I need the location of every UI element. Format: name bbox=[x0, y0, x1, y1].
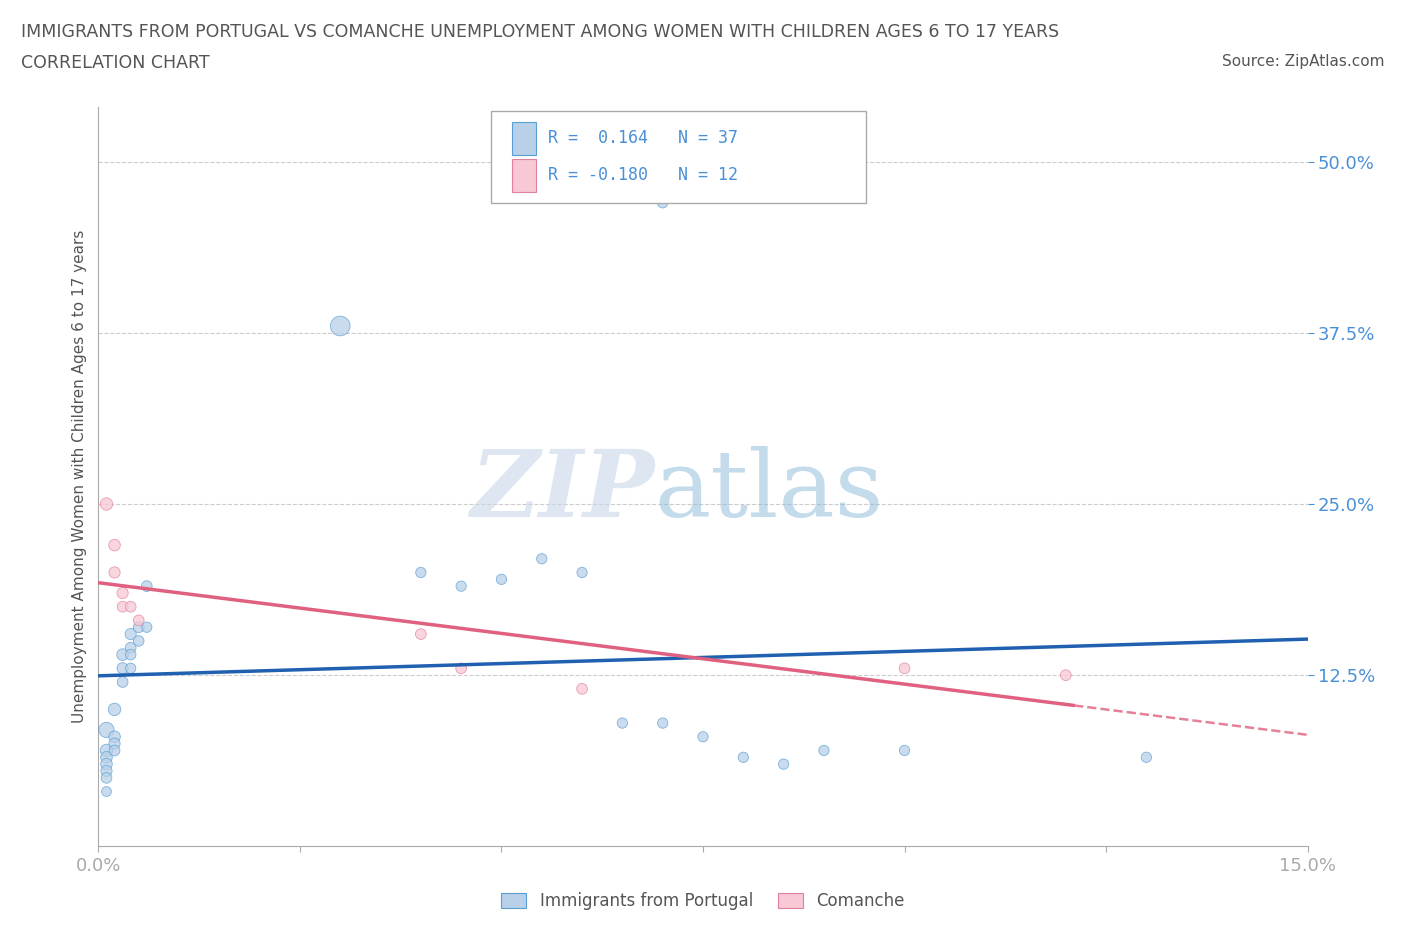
Text: R = -0.180   N = 12: R = -0.180 N = 12 bbox=[548, 166, 738, 184]
Text: IMMIGRANTS FROM PORTUGAL VS COMANCHE UNEMPLOYMENT AMONG WOMEN WITH CHILDREN AGES: IMMIGRANTS FROM PORTUGAL VS COMANCHE UNE… bbox=[21, 23, 1059, 41]
Point bbox=[120, 599, 142, 614]
Point bbox=[651, 195, 673, 210]
Point bbox=[128, 613, 150, 628]
Point bbox=[96, 764, 118, 778]
Text: atlas: atlas bbox=[655, 446, 884, 537]
Point bbox=[651, 716, 673, 731]
Point bbox=[893, 743, 915, 758]
Point bbox=[128, 633, 150, 648]
Point bbox=[103, 565, 125, 580]
Point bbox=[111, 674, 134, 689]
Legend: Immigrants from Portugal, Comanche: Immigrants from Portugal, Comanche bbox=[495, 885, 911, 917]
Point bbox=[96, 723, 118, 737]
Point bbox=[612, 716, 634, 731]
Point bbox=[111, 647, 134, 662]
Point bbox=[450, 661, 472, 676]
Point bbox=[96, 743, 118, 758]
Point bbox=[135, 619, 157, 634]
Point bbox=[329, 319, 352, 334]
Point bbox=[103, 729, 125, 744]
Text: R =  0.164   N = 37: R = 0.164 N = 37 bbox=[548, 129, 738, 147]
Point bbox=[733, 750, 755, 764]
Point bbox=[96, 750, 118, 764]
Point bbox=[103, 743, 125, 758]
Point bbox=[135, 578, 157, 593]
Point bbox=[96, 784, 118, 799]
Point bbox=[128, 619, 150, 634]
Point bbox=[530, 551, 553, 566]
Point bbox=[772, 757, 794, 772]
Point bbox=[409, 627, 432, 642]
Point bbox=[103, 702, 125, 717]
FancyBboxPatch shape bbox=[512, 122, 536, 155]
Point bbox=[103, 538, 125, 552]
Point bbox=[111, 599, 134, 614]
FancyBboxPatch shape bbox=[512, 159, 536, 192]
Point bbox=[111, 661, 134, 676]
Point bbox=[120, 661, 142, 676]
Point bbox=[120, 627, 142, 642]
Point bbox=[692, 729, 714, 744]
Point bbox=[1054, 668, 1077, 683]
Point bbox=[813, 743, 835, 758]
Point bbox=[120, 641, 142, 656]
Point bbox=[571, 565, 593, 580]
Point bbox=[409, 565, 432, 580]
Y-axis label: Unemployment Among Women with Children Ages 6 to 17 years: Unemployment Among Women with Children A… bbox=[72, 230, 87, 724]
Point bbox=[120, 647, 142, 662]
Point bbox=[893, 661, 915, 676]
Point bbox=[491, 572, 513, 587]
Text: Source: ZipAtlas.com: Source: ZipAtlas.com bbox=[1222, 54, 1385, 69]
Text: CORRELATION CHART: CORRELATION CHART bbox=[21, 54, 209, 72]
FancyBboxPatch shape bbox=[492, 111, 866, 203]
Point bbox=[571, 682, 593, 697]
Point bbox=[96, 497, 118, 512]
Point bbox=[96, 757, 118, 772]
Point bbox=[450, 578, 472, 593]
Point bbox=[1135, 750, 1157, 764]
Text: ZIP: ZIP bbox=[471, 446, 655, 537]
Point bbox=[96, 770, 118, 785]
Point bbox=[111, 586, 134, 601]
Point bbox=[103, 737, 125, 751]
